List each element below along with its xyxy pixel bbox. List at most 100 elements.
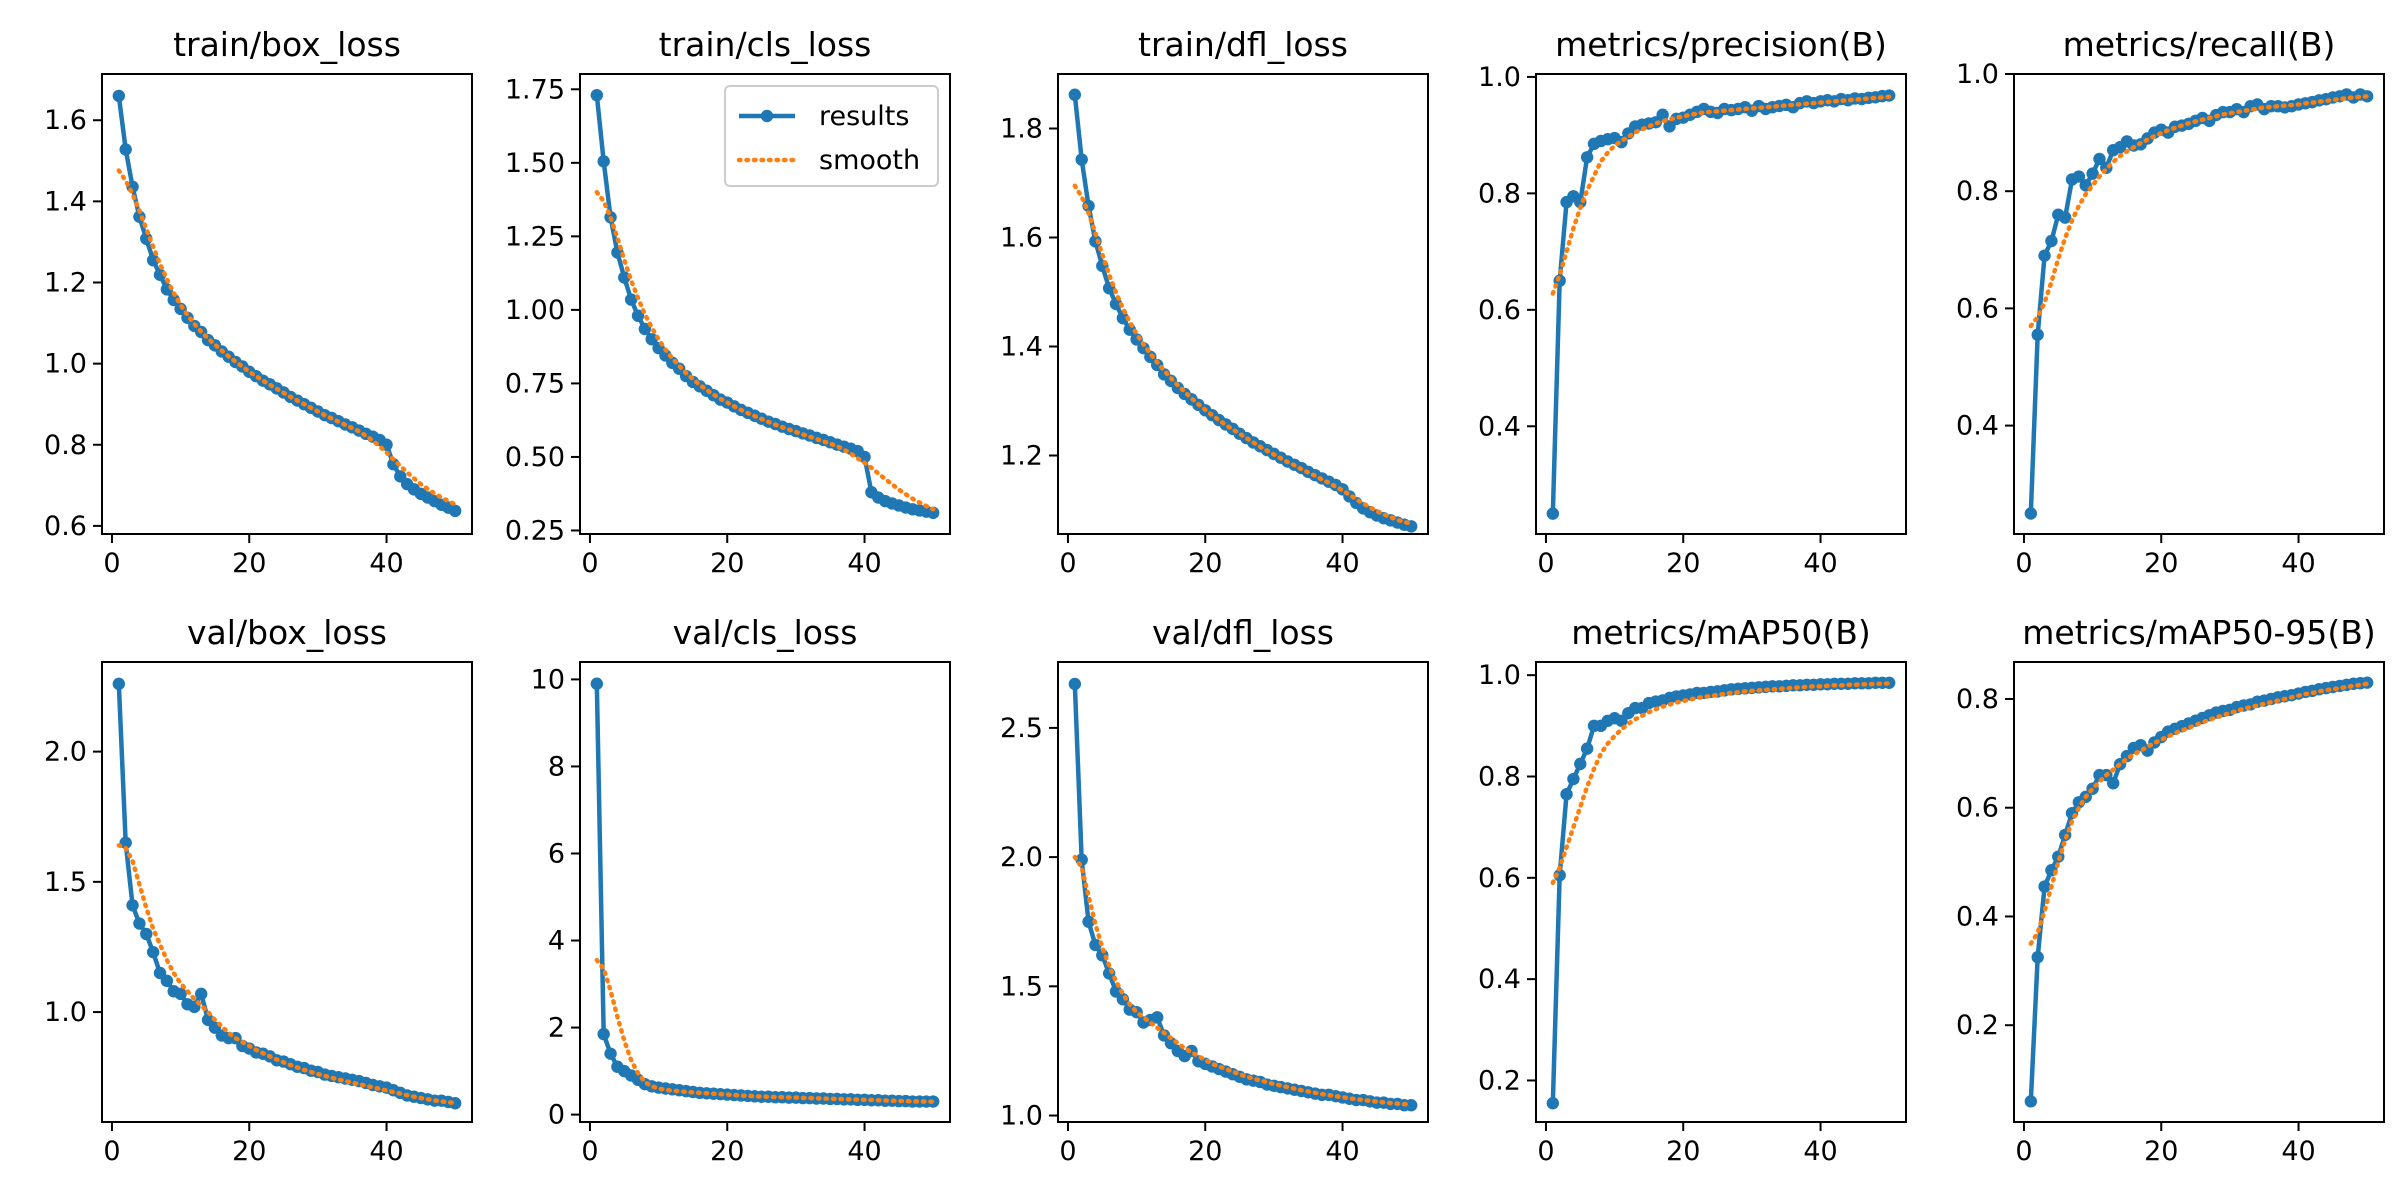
- y-tick-label: 0.2: [1956, 1010, 1999, 1041]
- y-tick-label: 8: [548, 751, 565, 782]
- x-tick-label: 0: [2015, 1136, 2032, 1167]
- y-tick-label: 1.4: [44, 186, 87, 217]
- y-tick-label: 0.8: [1478, 178, 1521, 209]
- results-point: [112, 677, 126, 691]
- panel-title: train/cls_loss: [659, 25, 872, 64]
- legend: results smooth: [724, 85, 939, 187]
- panel-train-box-loss: train/box_loss 0 20 40 0.6 0.8 1.0 1.2 1.4 1.6: [44, 25, 473, 579]
- x-tick-label: 40: [2281, 1136, 2315, 1167]
- results-point: [140, 927, 153, 941]
- results-point: [2038, 249, 2051, 262]
- axes-frame: [1535, 73, 1907, 535]
- y-tick-label: 1.0: [1000, 1101, 1043, 1132]
- results-point: [1580, 151, 1594, 164]
- results-point: [1553, 869, 1566, 882]
- axes-frame: [579, 661, 951, 1123]
- x-tick-label: 20: [1666, 548, 1700, 579]
- y-tick-label: 1.00: [505, 295, 565, 326]
- results-point: [1546, 507, 1560, 520]
- x-tick-label: 20: [1188, 548, 1222, 579]
- results-point: [624, 293, 638, 306]
- plot-area: [1068, 677, 1418, 1112]
- results-point: [604, 1047, 617, 1060]
- smooth-line: [116, 843, 458, 1106]
- plot-area: [2024, 676, 2374, 1108]
- x-tick-label: 0: [581, 1136, 598, 1167]
- results-point: [638, 322, 652, 336]
- results-point: [448, 504, 462, 518]
- panel-val-cls-loss: val/cls_loss 0 20 40 0 2 4 6 8 10: [531, 613, 951, 1167]
- results-point: [2106, 777, 2120, 790]
- axes-frame: [101, 661, 473, 1123]
- x-tick-label: 0: [103, 1136, 120, 1167]
- panel-train-cls-loss: train/cls_loss 0 20 40 0.25 0.50 0.75 1.00 1.25 1…: [505, 25, 951, 579]
- panel-title: train/dfl_loss: [1138, 25, 1348, 64]
- panel-metrics-map50-95-b: metrics/mAP50-95(B) 0 20 40 0.2 0.4 0.6 0.8: [1956, 613, 2385, 1167]
- smooth-line: [2028, 94, 2370, 329]
- x-tick-label: 0: [1537, 1136, 1554, 1167]
- y-tick-label: 0.75: [505, 368, 565, 399]
- results-point: [597, 155, 610, 168]
- smooth-line: [1550, 94, 1892, 296]
- panel-metrics-recall-b: metrics/recall(B) 0 20 40 0.4 0.6 0.8 1.0: [1956, 25, 2385, 579]
- y-tick-label: 0.4: [1956, 411, 1999, 442]
- results-point: [1580, 742, 1594, 755]
- y-tick-label: 1.50: [505, 148, 565, 179]
- results-point: [1150, 1011, 1164, 1024]
- y-tick-label: 1.75: [505, 74, 565, 105]
- results-point: [387, 458, 400, 471]
- results-point: [590, 677, 604, 690]
- x-tick-label: 40: [2281, 548, 2315, 579]
- y-tick-label: 0.25: [505, 515, 565, 546]
- results-point: [1075, 153, 1088, 166]
- panel-title: val/box_loss: [187, 613, 387, 652]
- y-tick-label: 0.8: [1478, 761, 1521, 792]
- y-tick-label: 4: [548, 926, 565, 957]
- legend-results-marker: [760, 109, 774, 123]
- results-point: [126, 899, 139, 912]
- y-tick-label: 1.0: [1956, 59, 1999, 90]
- results-point: [645, 333, 658, 346]
- y-tick-label: 10: [531, 664, 565, 695]
- panel-title: metrics/precision(B): [1555, 25, 1887, 64]
- results-point: [2058, 211, 2072, 224]
- smooth-line: [2028, 681, 2370, 946]
- y-tick-label: 1.8: [1000, 114, 1043, 145]
- results-point: [618, 271, 631, 284]
- legend-results-label: results: [819, 101, 909, 132]
- plot-area: [1546, 676, 1896, 1110]
- y-tick-label: 2: [548, 1013, 565, 1044]
- plot-area: [1546, 89, 1896, 520]
- plot-area: [590, 88, 940, 520]
- legend-smooth-label: smooth: [819, 145, 920, 176]
- panel-title: train/box_loss: [173, 25, 401, 64]
- results-point: [160, 974, 174, 988]
- panel-val-dfl-loss: val/dfl_loss 0 20 40 1.0 1.5 2.0 2.5: [1000, 613, 1429, 1167]
- results-point: [448, 1097, 462, 1110]
- x-tick-label: 0: [1059, 1136, 1076, 1167]
- y-tick-label: 1.2: [44, 268, 87, 299]
- plot-area: [112, 89, 462, 518]
- axes-frame: [1057, 661, 1429, 1123]
- x-tick-label: 40: [1803, 548, 1837, 579]
- y-tick-label: 2.0: [44, 737, 87, 768]
- y-tick-label: 1.5: [44, 867, 87, 898]
- y-tick-label: 1.0: [1478, 62, 1521, 93]
- x-tick-label: 40: [369, 1136, 403, 1167]
- panel-train-dfl-loss: train/dfl_loss 0 20 40 1.2 1.4 1.6 1.8: [1000, 25, 1429, 579]
- plot-area: [112, 677, 462, 1110]
- x-tick-label: 20: [710, 548, 744, 579]
- y-tick-label: 1.2: [1000, 441, 1043, 472]
- panel-val-box-loss: val/box_loss 0 20 40 1.0 1.5 2.0: [44, 613, 473, 1167]
- panel-metrics-map50-b: metrics/mAP50(B) 0 20 40 0.2 0.4 0.6 0.8 1.0: [1478, 613, 1907, 1167]
- results-point: [167, 293, 180, 307]
- results-point: [2038, 880, 2051, 893]
- y-tick-label: 0.6: [1478, 863, 1521, 894]
- panel-title: metrics/mAP50(B): [1571, 613, 1871, 652]
- y-tick-label: 0.6: [1956, 793, 1999, 824]
- results-point: [926, 506, 940, 520]
- results-point: [2045, 234, 2058, 248]
- axes-frame: [579, 73, 951, 535]
- results-point: [2024, 507, 2038, 520]
